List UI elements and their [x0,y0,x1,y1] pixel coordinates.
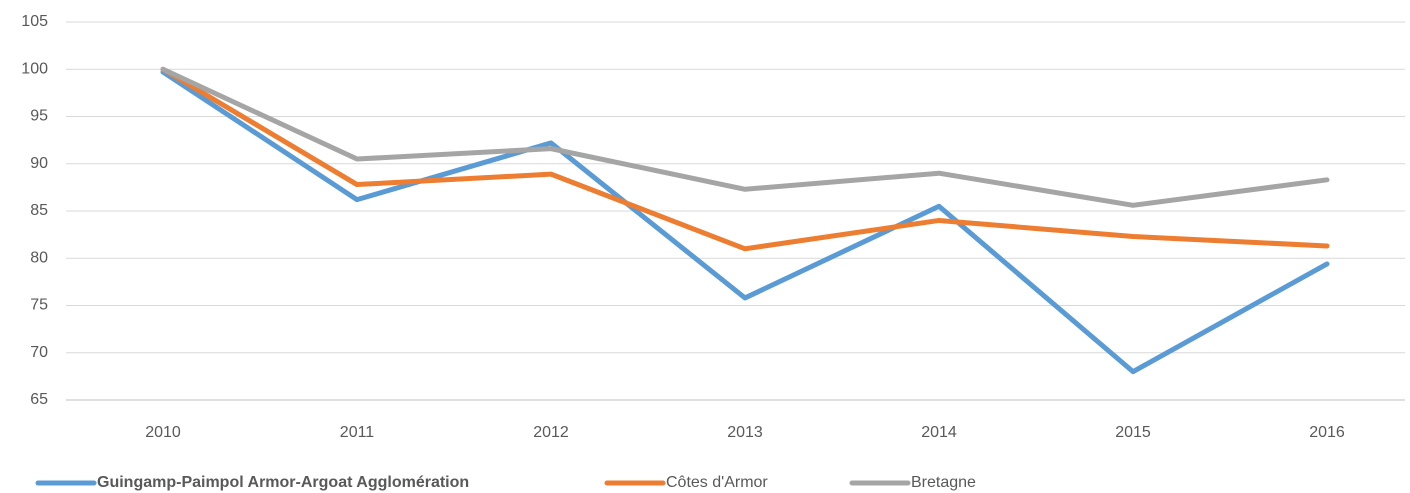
legend-label: Bretagne [911,474,976,491]
y-tick-label: 75 [30,297,48,314]
y-tick-label: 95 [30,108,48,125]
x-tick-label: 2012 [533,424,569,441]
series-line [160,66,1330,208]
x-tick-label: 2011 [340,424,375,441]
x-tick-label: 2014 [921,424,957,441]
y-tick-label: 85 [30,202,48,219]
y-tick-label: 90 [30,155,48,172]
y-tick-label: 80 [30,249,48,266]
y-tick-label: 105 [21,13,48,30]
x-tick-label: 2015 [1115,424,1151,441]
x-tick-label: 2010 [145,424,181,441]
legend-label: Côtes d'Armor [666,474,768,491]
x-tick-label: 2016 [1309,424,1345,441]
series-line [160,66,1330,252]
y-tick-label: 70 [30,344,48,361]
y-tick-label: 100 [21,60,48,77]
legend-label: Guingamp-Paimpol Armor-Argoat Agglomérat… [97,474,469,491]
x-tick-label: 2013 [727,424,763,441]
series-line [160,69,1330,375]
y-tick-label: 65 [30,391,48,408]
